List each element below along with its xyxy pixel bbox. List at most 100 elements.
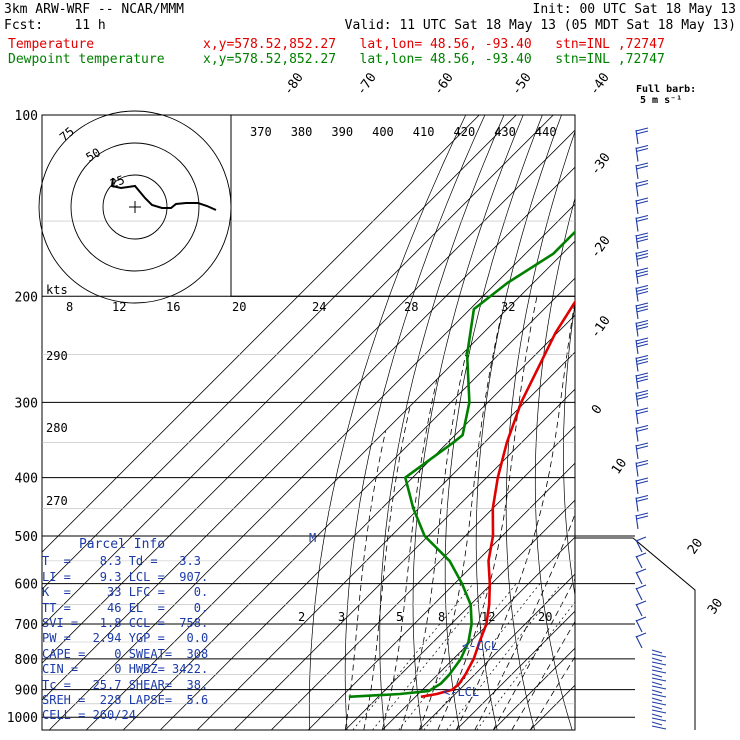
isotherm — [42, 115, 517, 590]
dry-adiabat — [505, 130, 575, 730]
mixing-ratio-label: 2 — [298, 610, 305, 624]
wind-barb-flag — [651, 649, 663, 654]
wind-barb-flag — [635, 302, 649, 307]
isotherm — [455, 610, 575, 730]
isotherm-label: -10 — [588, 313, 614, 341]
wind-barb-flag — [636, 238, 649, 243]
wind-barb-flag — [651, 673, 663, 678]
moist-adiabat — [400, 349, 468, 730]
dewpoint-legend: Dewpoint temperature — [8, 52, 165, 67]
wind-barb-flag — [651, 697, 663, 702]
isobar-label: 1000 — [7, 711, 38, 726]
thetae-label: 290 — [46, 349, 68, 363]
isobar-label: 900 — [15, 684, 38, 699]
dry-adiabat — [379, 115, 505, 730]
wind-barb-staff — [635, 514, 639, 530]
wind-barb-flag — [651, 669, 667, 674]
wind-barb-flag — [651, 713, 663, 718]
parcel-row: CAPE = 0 SWEAT= 308 — [42, 646, 209, 661]
speed-axis-label: 12 — [112, 300, 126, 314]
wind-barb-flag — [635, 232, 649, 237]
isotherm — [122, 277, 575, 730]
isobar-label: 800 — [15, 653, 38, 668]
isotherm — [344, 499, 575, 730]
dry-adiabat — [617, 115, 685, 730]
parcel-row: T = 8.3 Td = 3.3 — [42, 554, 201, 569]
wind-barb-flag — [636, 427, 649, 433]
init-time: Init: 00 UTC Sat 18 May 13 — [532, 2, 737, 17]
wind-barb-flag — [651, 709, 667, 714]
wind-barb-flag — [635, 214, 649, 220]
isotherm-label: -40 — [587, 70, 613, 98]
wind-barb-flag — [635, 424, 649, 430]
speed-axis-label: 24 — [312, 300, 326, 314]
temperature-legend: Temperature — [8, 37, 95, 52]
wind-barb-flag — [651, 717, 667, 722]
wind-barb-flag — [636, 147, 649, 153]
dry-adiabat — [534, 196, 575, 730]
model-title: 3km ARW-WRF -- NCAR/MMM — [4, 2, 185, 17]
wind-barb-flag — [636, 480, 649, 485]
wind-barb-flag — [635, 267, 649, 272]
moist-adiabat — [363, 406, 411, 730]
speed-axis-label: 28 — [404, 300, 418, 314]
wind-barb-flag — [635, 389, 649, 395]
hodograph-ring-label: 50 — [84, 145, 104, 164]
parcel-row: PW = 2.94 YGP = 0.0 — [42, 631, 209, 646]
wind-barb-flag — [635, 162, 649, 167]
valid-time: Valid: 11 UTC Sat 18 May 13 (05 MDT Sat … — [344, 18, 736, 33]
isotherm — [381, 536, 575, 730]
wind-barb-staff — [635, 409, 639, 425]
parcel-row: CIN = 0 HWBZ= 3422. — [42, 662, 209, 677]
wind-barb-flag — [651, 693, 667, 698]
isotherm — [42, 166, 575, 701]
dry-adiabat — [344, 115, 486, 730]
isobar-label: 400 — [15, 472, 38, 487]
moist-adiabat — [344, 431, 386, 730]
moist-adiabat — [529, 656, 575, 730]
wind-barb-staff — [635, 539, 643, 553]
wind-barb-flag — [635, 197, 649, 202]
isobar-label: 700 — [15, 618, 38, 633]
wind-barb-staff — [635, 619, 643, 633]
wind-barb-flag — [636, 217, 649, 223]
wind-barb-staff — [635, 129, 639, 145]
dry-adiabat — [444, 115, 543, 730]
dry-adiabat — [693, 115, 740, 730]
hodograph-trace — [110, 177, 217, 211]
isotherm — [48, 203, 575, 730]
wind-barb-flag — [635, 494, 649, 500]
parcel-row: SVI = 1.8 CCL = 758. — [42, 616, 209, 631]
thetae-label: 270 — [46, 494, 68, 508]
wind-barb-flag — [636, 287, 649, 293]
hodograph-unit-label: kts — [46, 283, 68, 297]
parcel-info-title: Parcel Info — [78, 537, 166, 552]
parcel-row: Tc = 25.7 SHEAR= 38. — [42, 677, 209, 692]
isotherm-label: -80 — [281, 70, 307, 98]
isotherm — [418, 573, 575, 730]
wind-barb-flag — [635, 616, 647, 622]
isotherm — [42, 129, 575, 664]
isobar-label: 300 — [15, 396, 38, 411]
isotherm — [85, 240, 575, 730]
speed-axis-label: 32 — [501, 300, 515, 314]
wind-barb-flag — [651, 677, 667, 682]
isotherm-label: 0 — [589, 402, 606, 417]
wind-barb-staff — [635, 635, 643, 649]
barb-legend-title: Full barb: — [636, 84, 697, 95]
dry-adiabat — [412, 115, 524, 730]
wind-barb-flag — [635, 568, 647, 574]
isotherm — [42, 115, 554, 627]
isobar-label: 600 — [15, 578, 38, 593]
isobar-label: 500 — [15, 530, 38, 545]
wind-barb-flag — [636, 255, 649, 261]
hodograph-ring-label: 75 — [57, 124, 77, 144]
wind-barb-flag — [636, 270, 649, 275]
wind-barb-flag — [636, 392, 649, 398]
parcel-row: CELL = 260/24 — [42, 708, 136, 723]
dewpoint-location: x,y=578.52,852.27 lat,lon= 48.56, -93.40… — [203, 52, 665, 67]
wind-barb-flag — [635, 127, 649, 132]
wind-barb-flag — [635, 584, 647, 590]
wind-barb-flag — [636, 325, 649, 331]
